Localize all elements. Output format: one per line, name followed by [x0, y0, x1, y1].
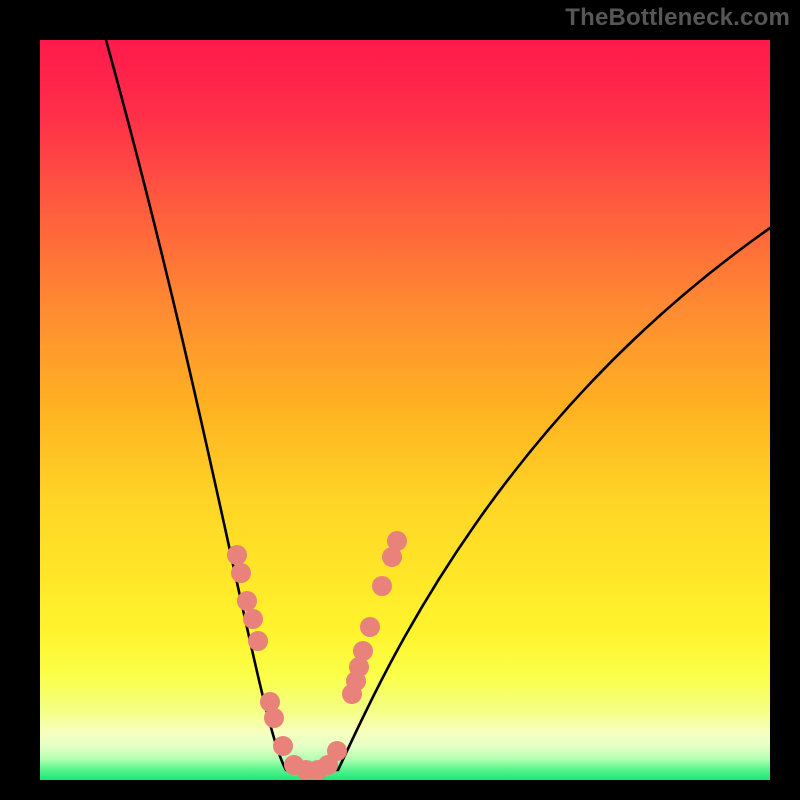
- data-marker: [243, 609, 263, 629]
- data-marker: [372, 576, 392, 596]
- data-marker: [360, 617, 380, 637]
- data-marker: [231, 563, 251, 583]
- data-marker: [227, 545, 247, 565]
- plot-background: [40, 40, 770, 780]
- data-marker: [264, 708, 284, 728]
- data-marker: [248, 631, 268, 651]
- data-marker: [353, 641, 373, 661]
- data-marker: [237, 591, 257, 611]
- watermark-text: TheBottleneck.com: [565, 4, 790, 32]
- data-marker: [387, 531, 407, 551]
- data-marker: [273, 736, 293, 756]
- data-marker: [327, 741, 347, 761]
